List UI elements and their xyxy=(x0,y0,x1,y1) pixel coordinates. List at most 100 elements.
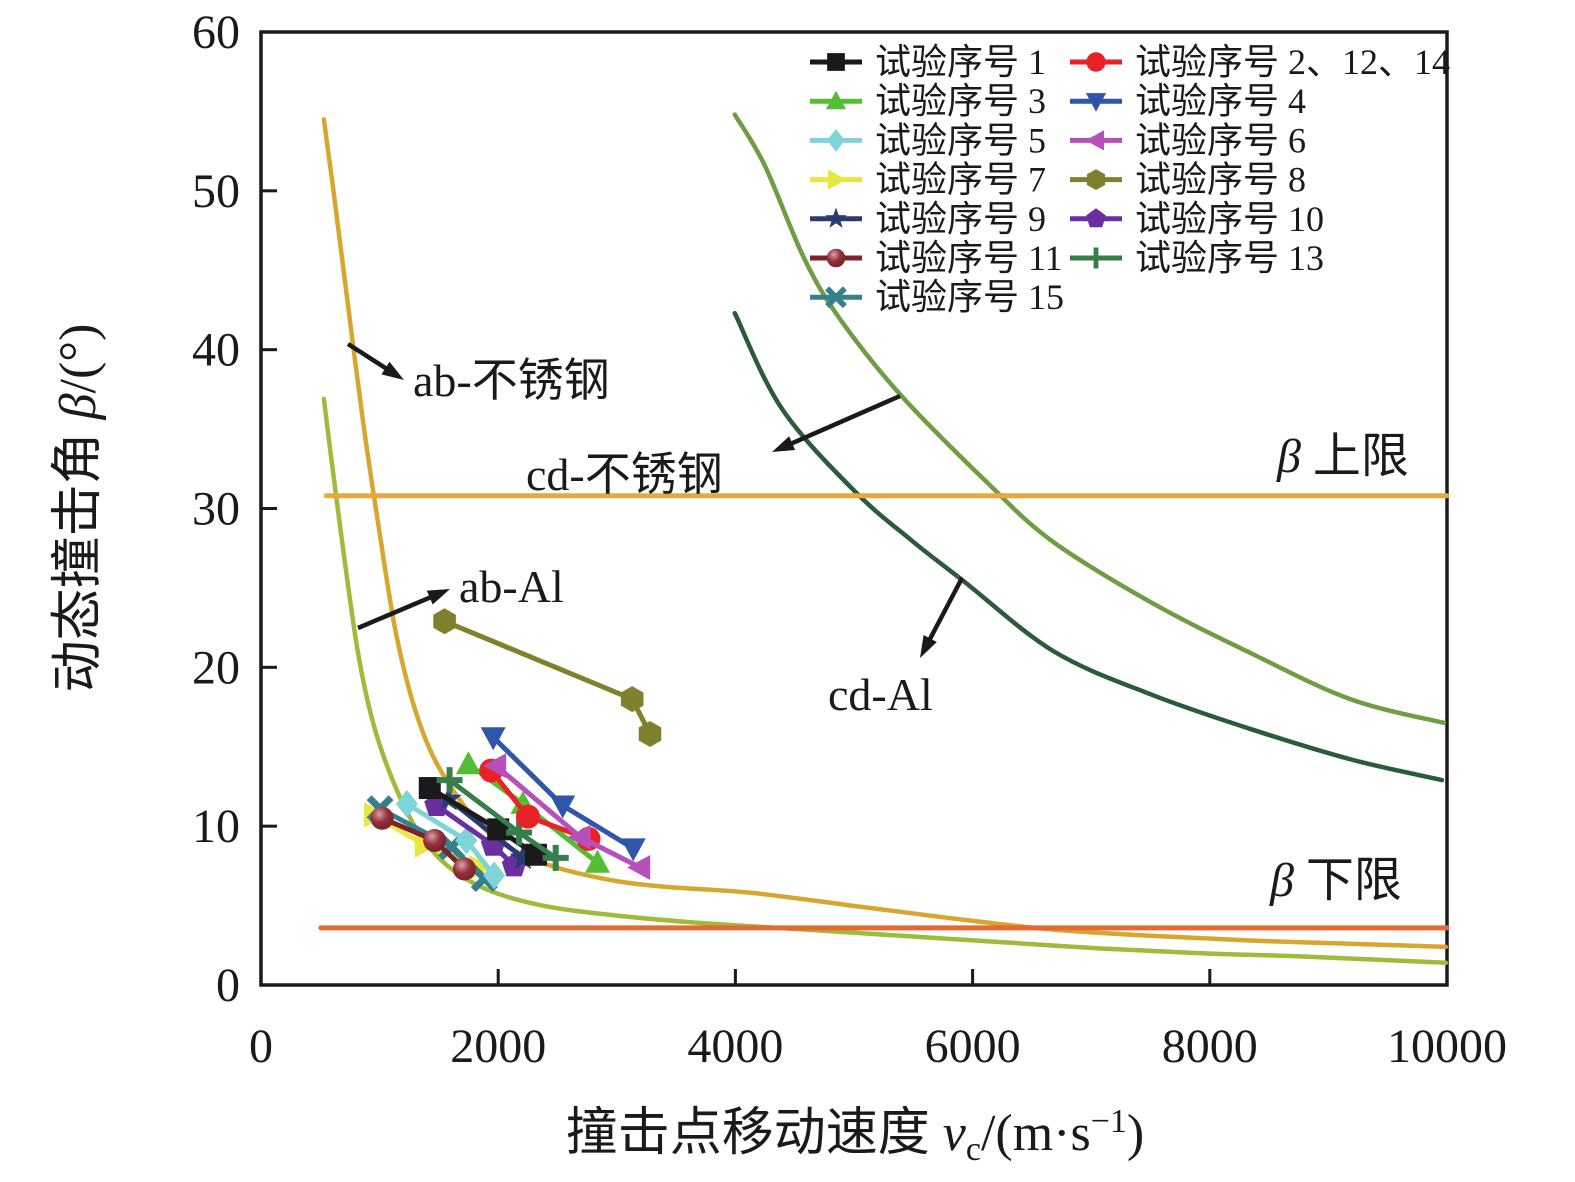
plus-marker xyxy=(436,767,463,794)
series-试验序号-11 xyxy=(370,806,476,881)
annotation-arrow-line xyxy=(787,393,901,447)
sphere-marker xyxy=(826,248,846,268)
legend-label: 试验序号 4 xyxy=(1135,81,1306,121)
legend-label: 试验序号 3 xyxy=(875,81,1046,121)
legend-label: 试验序号 9 xyxy=(875,199,1046,239)
legend-item-试验序号-2、12、14: 试验序号 2、12、14 xyxy=(1070,42,1450,82)
ab-stainless-label: ab-不锈钢 xyxy=(346,342,610,406)
legend-label: 试验序号 5 xyxy=(875,120,1046,160)
annotation-text: cd-不锈钢 xyxy=(526,449,723,500)
x-axis-title: 撞击点移动速度 vc/(m·s−1) xyxy=(566,1103,1144,1168)
y-tick-label: 0 xyxy=(216,959,240,1012)
triangle-right-marker xyxy=(827,169,847,190)
legend-item-试验序号-8: 试验序号 8 xyxy=(1070,160,1306,200)
legend-item-试验序号-3: 试验序号 3 xyxy=(810,81,1046,121)
triangle-left-marker xyxy=(627,855,651,880)
cd-al-label: cd-Al xyxy=(828,576,964,720)
legend-label: 试验序号 10 xyxy=(1135,199,1324,239)
x-marker xyxy=(825,286,847,309)
plus-marker xyxy=(542,844,569,871)
legend-label: 试验序号 2、12、14 xyxy=(1135,42,1450,82)
ab-al-label: ab-Al xyxy=(357,561,564,631)
hexagon-marker xyxy=(1086,169,1106,191)
annotation-text: ab-Al xyxy=(459,561,564,612)
pentagon-marker xyxy=(1086,208,1106,228)
cd-stainless-label: cd-不锈钢 xyxy=(526,393,901,500)
triangle-down-marker xyxy=(1085,93,1107,112)
legend-label: 试验序号 8 xyxy=(1135,160,1306,200)
legend-label: 试验序号 1 xyxy=(875,42,1046,82)
y-tick-label: 30 xyxy=(192,483,240,536)
axis-ticks xyxy=(261,189,1212,985)
x-tick-label: 2000 xyxy=(450,1020,546,1073)
annotation-arrow-head xyxy=(426,589,450,605)
triangle-down-marker xyxy=(480,727,506,751)
legend-item-试验序号-4: 试验序号 4 xyxy=(1070,81,1306,121)
legend-label: 试验序号 6 xyxy=(1135,120,1306,160)
x-tick-label: 4000 xyxy=(687,1020,783,1073)
ab-stainless-curve xyxy=(321,117,1449,950)
y-tick-label: 20 xyxy=(192,641,240,694)
series-试验序号-5 xyxy=(395,789,506,890)
triangle-left-marker xyxy=(1085,130,1105,151)
y-tick-label: 40 xyxy=(192,324,240,377)
legend-label: 试验序号 7 xyxy=(875,160,1046,200)
hexagon-marker xyxy=(620,686,644,713)
legend-label: 试验序号 11 xyxy=(875,238,1063,278)
annotation-arrow-head xyxy=(920,635,937,658)
plus-marker xyxy=(1085,247,1107,269)
annotation-text: ab-不锈钢 xyxy=(413,355,610,406)
annotation-arrow-line xyxy=(926,576,964,644)
star-marker xyxy=(825,207,847,228)
annotation-arrow-line xyxy=(357,593,435,631)
legend-label: 试验序号 13 xyxy=(1135,238,1324,278)
diamond-marker xyxy=(483,861,506,890)
annotation-text: cd-Al xyxy=(828,669,933,720)
y-tick-label: 50 xyxy=(192,165,240,218)
legend-item-试验序号-13: 试验序号 13 xyxy=(1070,238,1324,278)
square-marker xyxy=(827,53,845,71)
y-tick-label: 10 xyxy=(192,800,240,853)
cd-stainless-curve xyxy=(732,112,1447,726)
legend-item-试验序号-5: 试验序号 5 xyxy=(810,120,1046,160)
triangle-up-marker xyxy=(825,90,847,110)
x-tick-label: 0 xyxy=(249,1020,273,1073)
sphere-marker xyxy=(370,806,394,830)
series-试验序号-4 xyxy=(480,727,646,862)
hexagon-marker xyxy=(433,608,456,635)
annotation-arrow-head xyxy=(772,436,796,452)
diamond-marker xyxy=(395,789,418,818)
triangle-up-marker xyxy=(585,849,610,873)
series-line xyxy=(442,618,653,737)
cd-al-curve xyxy=(732,310,1445,783)
hexagon-marker xyxy=(638,721,662,747)
legend-item-试验序号-7: 试验序号 7 xyxy=(810,160,1046,200)
legend-item-试验序号-10: 试验序号 10 xyxy=(1070,199,1324,239)
diamond-marker xyxy=(827,129,845,152)
legend-item-试验序号-1: 试验序号 1 xyxy=(810,42,1046,82)
triangle-up-marker xyxy=(455,751,481,775)
legend-item-试验序号-11: 试验序号 11 xyxy=(810,238,1063,278)
y-tick-label: 60 xyxy=(192,6,240,59)
sphere-marker xyxy=(423,828,447,852)
x-tick-label: 10000 xyxy=(1387,1020,1507,1073)
legend-item-试验序号-6: 试验序号 6 xyxy=(1070,120,1306,160)
annotation-arrow-head xyxy=(381,361,404,380)
circle-marker xyxy=(1086,52,1106,72)
legend-item-试验序号-9: 试验序号 9 xyxy=(810,199,1046,239)
series-试验序号-8 xyxy=(433,608,662,747)
beta-lower-limit-label: β 下限 xyxy=(1269,854,1402,907)
beta-upper-limit-label: β 上限 xyxy=(1276,430,1409,483)
annotation-arrow-line xyxy=(346,342,391,373)
square-marker xyxy=(418,777,441,800)
diamond-marker xyxy=(455,826,478,855)
y-axis-title: 动态撞击角 β/(°) xyxy=(50,324,107,693)
sphere-marker xyxy=(452,857,476,881)
legend-item-试验序号-15: 试验序号 15 xyxy=(810,277,1064,317)
legend-label: 试验序号 15 xyxy=(875,277,1064,317)
star-marker xyxy=(509,843,537,870)
circle-marker xyxy=(515,804,540,829)
series-试验序号-6 xyxy=(483,753,651,880)
